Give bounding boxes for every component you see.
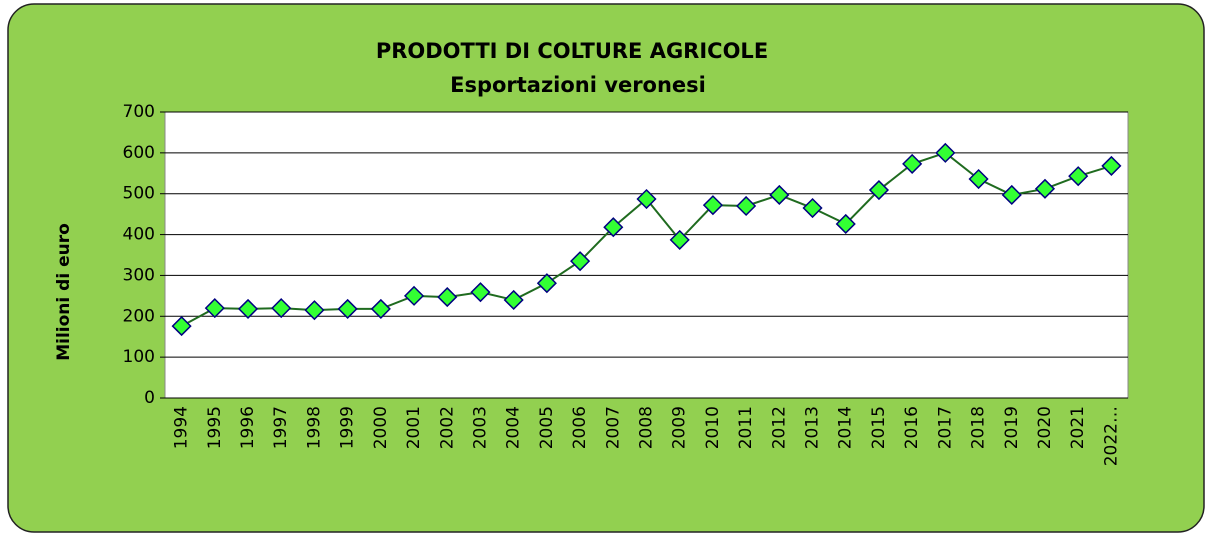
x-tick-label: 2010	[703, 406, 723, 449]
x-tick-label: 2017	[935, 406, 955, 449]
marker	[337, 298, 358, 319]
x-tick-label: 2008	[637, 406, 657, 449]
x-tick-label: 2003	[470, 406, 490, 449]
marker	[437, 287, 458, 308]
marker	[669, 229, 690, 250]
y-tick-label: 400	[123, 225, 155, 245]
x-tick-label: 2022…	[1101, 406, 1121, 466]
x-tick-label: 2015	[869, 406, 889, 449]
x-tick-label: 2005	[537, 406, 557, 449]
y-tick-label: 200	[123, 306, 155, 326]
marker	[968, 168, 989, 190]
x-tick-label: 2011	[736, 406, 756, 449]
x-tick-label: 2001	[404, 406, 424, 449]
marker	[237, 298, 259, 319]
marker	[1101, 155, 1122, 176]
x-tick-label: 1999	[338, 406, 358, 449]
x-tick-label: 2019	[1002, 406, 1022, 449]
x-tick-label: 2021	[1068, 406, 1088, 449]
y-tick-label: 300	[123, 265, 155, 285]
y-tick-label: 100	[123, 347, 155, 367]
marker	[403, 285, 425, 306]
marker	[769, 184, 790, 206]
marker	[304, 300, 325, 321]
x-tick-label: 2000	[371, 406, 391, 449]
plot-area	[164, 111, 1129, 399]
marker	[636, 188, 657, 210]
marker	[935, 142, 956, 163]
marker	[470, 282, 491, 303]
y-axis-label: Milioni di euro	[54, 223, 74, 361]
x-tick-label: 2014	[836, 406, 856, 449]
x-tick-label: 2016	[902, 406, 922, 449]
x-tick-label: 1998	[304, 406, 324, 449]
marker	[835, 213, 856, 235]
marker	[802, 197, 823, 219]
marker	[736, 195, 757, 217]
chart-title: PRODOTTI DI COLTURE AGRICOLE	[376, 39, 768, 63]
y-tick-label: 0	[144, 388, 155, 408]
marker	[536, 273, 557, 294]
x-tick-label: 2013	[803, 406, 823, 449]
marker	[370, 298, 391, 319]
marker	[868, 179, 890, 201]
x-tick-label: 2018	[969, 406, 989, 449]
x-tick-label: 1997	[271, 406, 291, 449]
marker	[702, 195, 723, 216]
x-tick-label: 2004	[504, 406, 524, 449]
marker	[1068, 166, 1089, 187]
marker	[503, 289, 524, 311]
x-tick-label: 1995	[205, 406, 225, 449]
x-tick-label: 2012	[769, 406, 789, 449]
y-tick-label: 600	[123, 143, 155, 163]
x-tick-label: 2020	[1035, 406, 1055, 449]
chart-subtitle: Esportazioni veronesi	[450, 73, 706, 97]
y-tick-label: 500	[123, 184, 155, 204]
x-tick-label: 1994	[172, 406, 192, 449]
x-tick-label: 1996	[238, 406, 258, 449]
marker	[570, 251, 591, 272]
marker	[204, 298, 225, 319]
marker	[171, 316, 192, 337]
marker	[902, 153, 923, 174]
x-tick-label: 2006	[570, 406, 590, 449]
x-tick-label: 2009	[670, 406, 690, 449]
y-tick-label: 700	[123, 102, 155, 122]
marker	[1001, 184, 1022, 206]
x-tick-label: 2007	[603, 406, 623, 449]
marker	[603, 217, 624, 238]
marker	[271, 298, 292, 319]
x-tick-label: 2002	[437, 406, 457, 449]
marker	[1034, 178, 1056, 199]
